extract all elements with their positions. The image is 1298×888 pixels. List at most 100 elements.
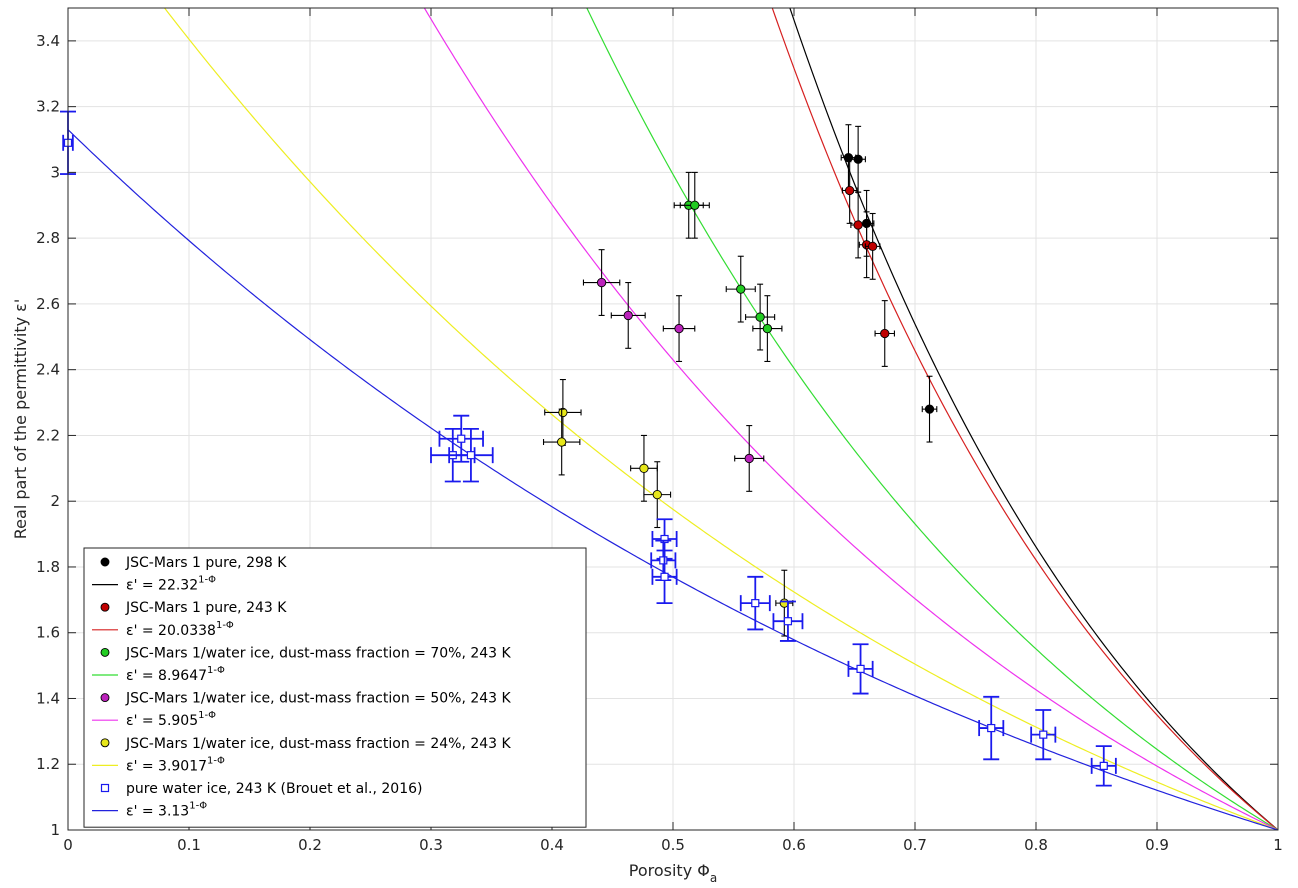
data-point (853, 220, 863, 230)
y-tick-label: 3.2 (36, 98, 60, 116)
legend-label-text: JSC-Mars 1 pure, 298 K (125, 555, 287, 571)
series-1 (841, 157, 895, 367)
x-tick-label: 0.5 (661, 836, 685, 854)
data-point (1099, 761, 1108, 770)
legend-entry: JSC-Mars 1/water ice, dust-mass fraction… (100, 691, 512, 707)
y-tick-label: 2.8 (36, 229, 60, 247)
fit-curve-2 (586, 8, 1278, 830)
data-point (596, 277, 607, 288)
legend-entry: JSC-Mars 1 pure, 298 K (100, 555, 287, 571)
y-tick-label: 3.4 (36, 32, 60, 50)
legend-box (83, 547, 587, 828)
legend-label: ε' = 8.96471-Φ (126, 665, 225, 684)
legend-entry: JSC-Mars 1/water ice, dust-mass fraction… (100, 645, 512, 661)
legend-entry: pure water ice, 243 K (Brouet et al., 20… (100, 781, 422, 797)
x-axis-label-subscript: a (710, 871, 717, 885)
x-axis-label: Porosity Φa (629, 861, 717, 885)
y-tick-label: 1.8 (36, 558, 60, 576)
legend-label-text: ε' = 3.13 (126, 804, 189, 820)
data-point (659, 556, 668, 565)
y-axis-label: Real part of the permittivity ε' (11, 299, 30, 539)
data-point (924, 404, 935, 414)
y-tick-label: 3 (50, 163, 60, 181)
y-tick-label: 1.2 (36, 755, 60, 773)
legend-label-exponent: 1-Φ (198, 575, 216, 586)
data-point (751, 599, 760, 608)
legend-label: JSC-Mars 1 pure, 298 K (125, 555, 287, 571)
legend-entry: ε' = 3.131-Φ (92, 801, 207, 820)
x-tick-label: 1 (1273, 836, 1283, 854)
legend-marker (100, 602, 110, 612)
legend-label-text: ε' = 8.9647 (126, 668, 207, 684)
legend-label: JSC-Mars 1/water ice, dust-mass fraction… (125, 691, 512, 707)
x-tick-label: 0.8 (1024, 836, 1048, 854)
legend-label: ε' = 22.321-Φ (126, 575, 216, 594)
data-point (639, 463, 649, 473)
data-point (744, 453, 754, 464)
data-point (623, 310, 633, 321)
series-3 (582, 249, 765, 492)
x-tick-label: 0.9 (1145, 836, 1169, 854)
y-tick-label: 2.6 (36, 295, 60, 313)
legend-label: ε' = 3.90171-Φ (126, 755, 225, 774)
data-point (690, 200, 700, 210)
legend-label-text: JSC-Mars 1 pure, 243 K (125, 600, 287, 616)
data-point (987, 723, 996, 733)
x-tick-label: 0.6 (782, 836, 806, 854)
legend-entry: ε' = 20.03381-Φ (92, 620, 234, 639)
x-axis-label-main: Porosity Φ (629, 861, 710, 880)
legend-label: ε' = 20.03381-Φ (126, 620, 234, 639)
legend-label-text: ε' = 5.905 (126, 713, 198, 729)
legend-entry: JSC-Mars 1/water ice, dust-mass fraction… (100, 736, 512, 752)
legend-marker (100, 738, 110, 748)
legend-label-exponent: 1-Φ (198, 710, 216, 721)
data-points (60, 110, 1117, 787)
data-point (652, 489, 662, 500)
legend: JSC-Mars 1 pure, 298 K ε' = 22.321-Φ JSC-M… (83, 547, 587, 828)
legend-label: JSC-Mars 1/water ice, dust-mass fraction… (125, 645, 512, 661)
fit-curve-1 (771, 8, 1278, 830)
data-point (853, 154, 863, 164)
legend-label: pure water ice, 243 K (Brouet et al., 20… (126, 781, 422, 797)
data-point (762, 323, 773, 334)
x-tick-label: 0.7 (903, 836, 927, 854)
legend-label-text: ε' = 20.0338 (126, 623, 216, 639)
legend-label: ε' = 5.9051-Φ (126, 710, 216, 729)
y-tick-label: 1.6 (36, 624, 60, 642)
legend-label-text: pure water ice, 243 K (Brouet et al., 20… (126, 781, 422, 797)
y-tick-label: 2.4 (36, 361, 60, 379)
series-5 (60, 110, 1117, 787)
legend-entry: ε' = 5.9051-Φ (92, 710, 216, 729)
legend-label-text: JSC-Mars 1/water ice, dust-mass fraction… (125, 691, 512, 707)
x-tick-label: 0.4 (540, 836, 564, 854)
data-point (755, 312, 765, 322)
y-tick-label: 2.2 (36, 426, 60, 444)
legend-marker (100, 557, 110, 567)
x-tick-label: 0.1 (177, 836, 201, 854)
legend-label-text: ε' = 3.9017 (126, 758, 207, 774)
x-tick-label: 0.2 (298, 836, 322, 854)
data-point (674, 323, 684, 334)
legend-label-text: JSC-Mars 1/water ice, dust-mass fraction… (125, 645, 512, 661)
legend-label-text: JSC-Mars 1/water ice, dust-mass fraction… (125, 736, 512, 752)
data-point (466, 451, 476, 460)
series-4 (542, 378, 794, 637)
fit-curve-0 (789, 8, 1278, 830)
data-point (1039, 730, 1048, 739)
fit-curve-3 (423, 8, 1278, 830)
data-point (736, 284, 746, 294)
data-point (457, 434, 466, 443)
legend-label-exponent: 1-Φ (216, 620, 234, 631)
data-point (660, 534, 669, 544)
axis-ticks: 0 0.1 0.2 0.3 0.4 0.5 0.6 0.7 0.8 0.9 1 1 1.2 1.4 1.6 1… (36, 8, 1283, 854)
data-point (783, 617, 793, 626)
legend-entry: ε' = 8.96471-Φ (92, 665, 225, 684)
data-point (558, 407, 568, 418)
data-point (880, 328, 890, 339)
data-point (660, 572, 669, 581)
data-point (868, 241, 878, 252)
legend-label: JSC-Mars 1/water ice, dust-mass fraction… (125, 736, 512, 752)
y-tick-label: 2 (50, 492, 60, 510)
legend-entry: ε' = 3.90171-Φ (92, 755, 225, 774)
